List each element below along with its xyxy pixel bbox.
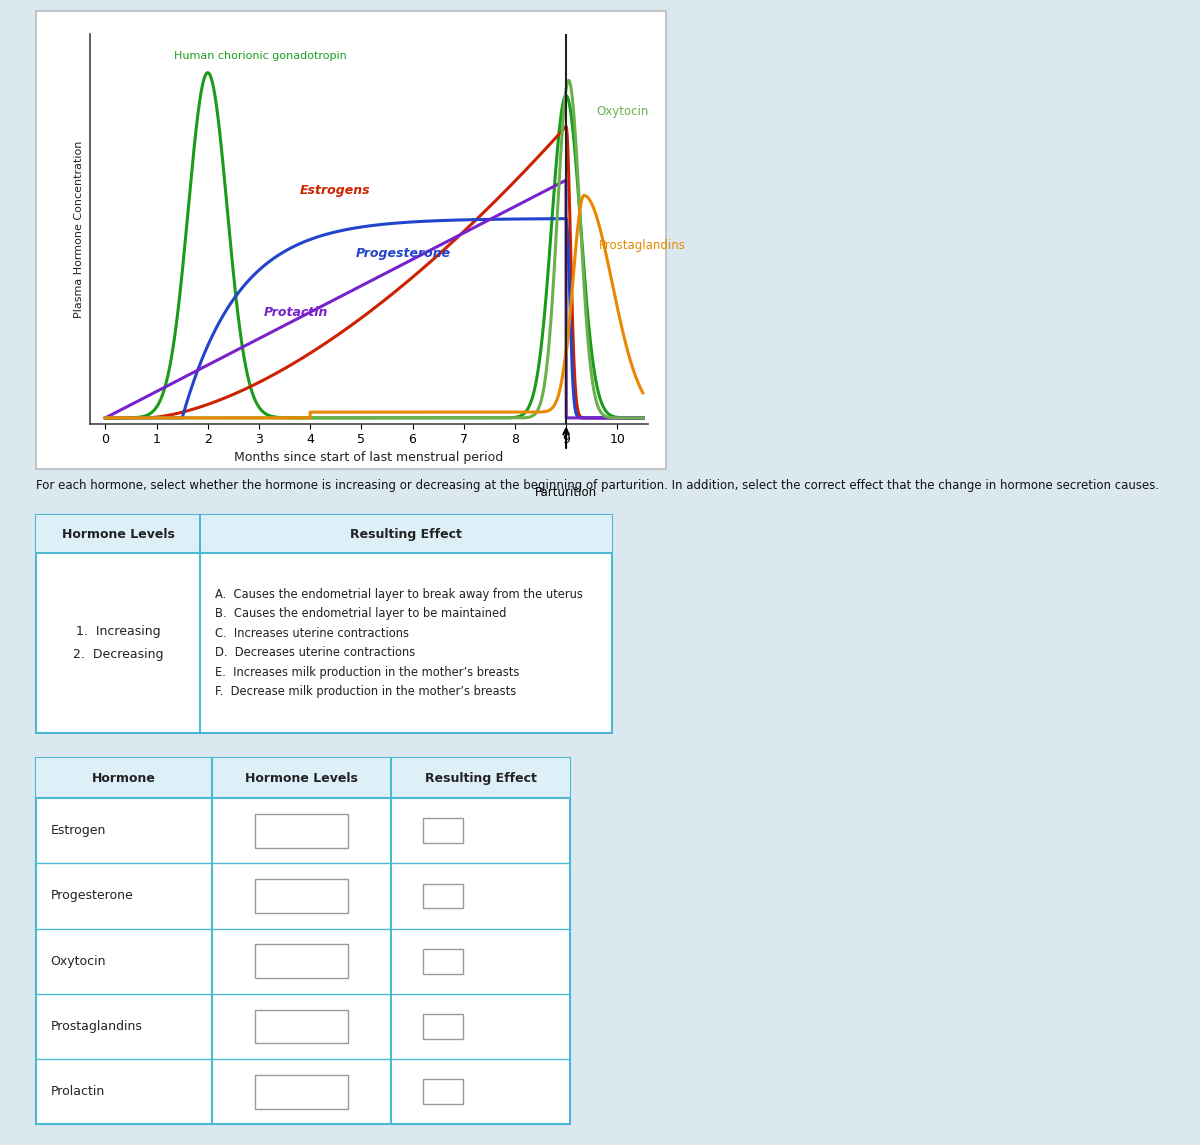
Text: Hormone Levels: Hormone Levels xyxy=(245,772,358,784)
Text: Prostaglandins: Prostaglandins xyxy=(50,1020,143,1033)
Text: Estrogens: Estrogens xyxy=(300,183,371,197)
Text: For each hormone, select whether the hormone is increasing or decreasing at the : For each hormone, select whether the hor… xyxy=(36,479,1159,491)
Text: Progesterone: Progesterone xyxy=(50,890,133,902)
Text: Estrogen: Estrogen xyxy=(50,824,106,837)
Text: Hormone Levels: Hormone Levels xyxy=(61,528,174,540)
Text: Protactin: Protactin xyxy=(264,306,329,319)
Text: Hormone: Hormone xyxy=(92,772,156,784)
Text: 1.  Increasing
2.  Decreasing: 1. Increasing 2. Decreasing xyxy=(73,625,163,661)
Text: Oxytocin: Oxytocin xyxy=(596,105,649,118)
Text: Human chorionic gonadotropin: Human chorionic gonadotropin xyxy=(174,52,347,62)
Text: Progesterone: Progesterone xyxy=(356,247,451,260)
Text: Resulting Effect: Resulting Effect xyxy=(350,528,462,540)
Text: A.  Causes the endometrial layer to break away from the uterus
B.  Causes the en: A. Causes the endometrial layer to break… xyxy=(215,587,582,698)
X-axis label: Months since start of last menstrual period: Months since start of last menstrual per… xyxy=(234,450,504,464)
Y-axis label: Plasma Hormone Concentration: Plasma Hormone Concentration xyxy=(74,141,84,317)
Text: Prostaglandins: Prostaglandins xyxy=(599,239,686,252)
Text: Prolactin: Prolactin xyxy=(50,1085,104,1098)
Text: Oxytocin: Oxytocin xyxy=(50,955,106,968)
Text: Resulting Effect: Resulting Effect xyxy=(425,772,536,784)
Text: Parturition: Parturition xyxy=(535,485,598,499)
